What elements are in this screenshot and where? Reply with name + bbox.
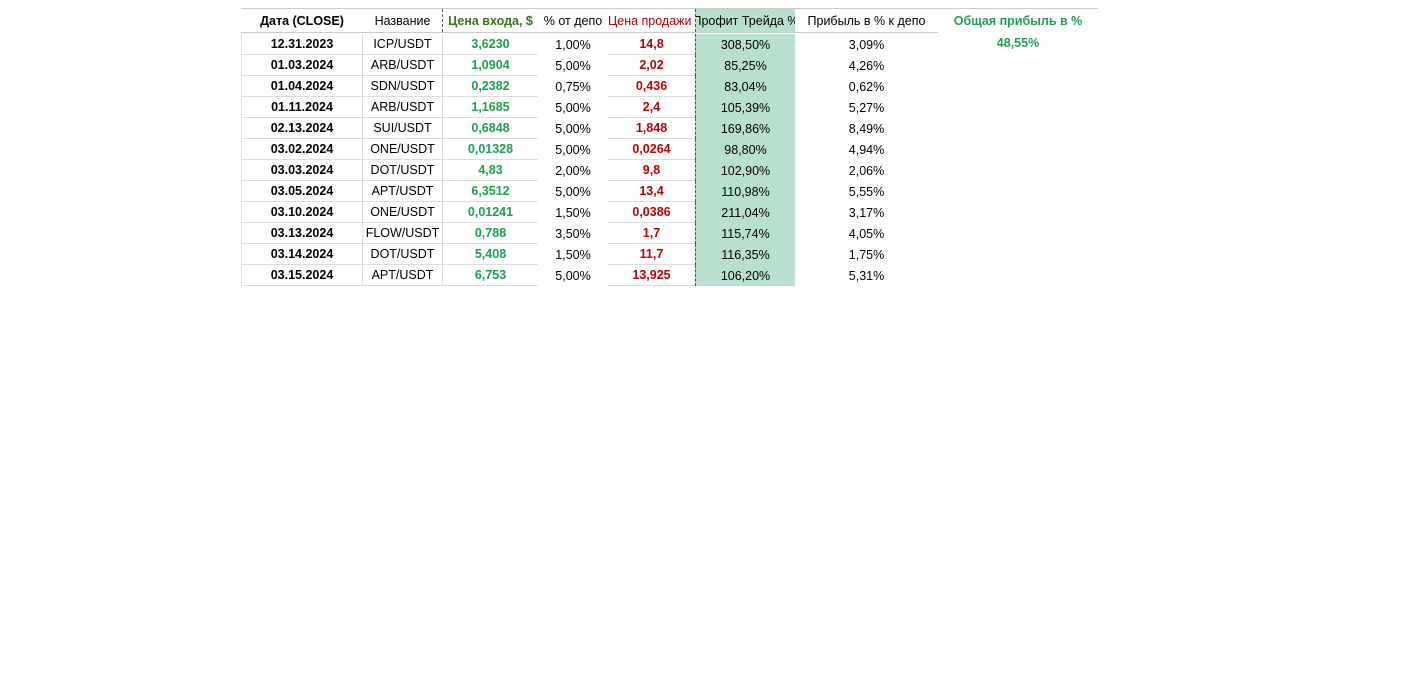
table-cell: 0,75% (555, 79, 591, 94)
table-cell: 0,436 (608, 76, 695, 97)
table-cell: 5,27% (848, 100, 885, 115)
table-cell: 03.15.2024 (241, 265, 363, 286)
summary-value: 48,55% (996, 35, 1040, 50)
table-cell: 211,04% (695, 202, 795, 223)
table-cell: 2,4 (608, 97, 695, 118)
column-header: Прибыль в % к депо (807, 13, 926, 28)
table-cell: 1,75% (848, 247, 885, 262)
table-cell: SUI/USDT (363, 118, 442, 139)
table-cell: 0,2382 (442, 76, 538, 97)
table-cell: 1,848 (608, 118, 695, 139)
table-cell: 14,8 (608, 34, 695, 55)
table-cell: 5,00% (555, 121, 591, 136)
table-cell: 5,00% (555, 268, 591, 283)
table-cell: 1,0904 (442, 55, 538, 76)
table-cell: 1,50% (555, 205, 591, 220)
table-cell: 5,55% (848, 184, 885, 199)
table-cell: 3,17% (848, 205, 885, 220)
table-cell: 5,31% (848, 268, 885, 283)
table-cell: ONE/USDT (363, 139, 442, 160)
table-cell: 0,788 (442, 223, 538, 244)
table-cell: 03.02.2024 (241, 139, 363, 160)
table-cell: FLOW/USDT (363, 223, 442, 244)
table-cell: 5,00% (555, 100, 591, 115)
table-cell: 12.31.2023 (241, 34, 363, 55)
table-cell: 0,01241 (442, 202, 538, 223)
table-cell: ARB/USDT (363, 97, 442, 118)
table-cell: 13,4 (608, 181, 695, 202)
table-cell: 1,7 (608, 223, 695, 244)
table-cell: 03.03.2024 (241, 160, 363, 181)
table-cell: 106,20% (695, 265, 795, 286)
table-cell: 0,01328 (442, 139, 538, 160)
table-cell: 0,0264 (608, 139, 695, 160)
table-cell: 9,8 (608, 160, 695, 181)
table-cell: 4,94% (848, 142, 885, 157)
table-cell: SDN/USDT (363, 76, 442, 97)
table-cell: ARB/USDT (363, 55, 442, 76)
table-cell: 83,04% (695, 76, 795, 97)
table-cell: 115,74% (695, 223, 795, 244)
header-top-border (241, 8, 1098, 9)
table-cell: 2,06% (848, 163, 885, 178)
table-cell: 116,35% (695, 244, 795, 265)
table-cell: 1,1685 (442, 97, 538, 118)
table-cell: 5,00% (555, 142, 591, 157)
table-cell: 3,09% (848, 37, 885, 52)
table-cell: 03.10.2024 (241, 202, 363, 223)
column-header: Цена входа, $ (442, 9, 538, 32)
table-cell: 85,25% (695, 55, 795, 76)
table-cell: 4,26% (848, 58, 885, 73)
table-cell: 11,7 (608, 244, 695, 265)
table-cell: 03.05.2024 (241, 181, 363, 202)
table-cell: 03.13.2024 (241, 223, 363, 244)
column-header: Цена продажи (608, 13, 692, 28)
table-cell: 2,00% (555, 163, 591, 178)
table-cell: 98,80% (695, 139, 795, 160)
table-cell: 02.13.2024 (241, 118, 363, 139)
table-cell: 0,6848 (442, 118, 538, 139)
table-cell: 4,83 (442, 160, 538, 181)
table-cell: 105,39% (695, 97, 795, 118)
table-cell: 4,05% (848, 226, 885, 241)
column-header: Название (374, 13, 431, 28)
table-cell: 5,00% (555, 58, 591, 73)
table-cell: 2,02 (608, 55, 695, 76)
table-cell: 0,0386 (608, 202, 695, 223)
table-cell: 01.11.2024 (241, 97, 363, 118)
header-bottom-border (241, 32, 938, 33)
table-cell: APT/USDT (363, 181, 442, 202)
table-cell: ONE/USDT (363, 202, 442, 223)
summary-label: Общая прибыль в % (953, 13, 1083, 28)
table-cell: 5,408 (442, 244, 538, 265)
column-header: % от депо (543, 13, 603, 28)
table-cell: 169,86% (695, 118, 795, 139)
column-header: Профит Трейда % (695, 9, 795, 32)
table-cell: 5,00% (555, 184, 591, 199)
table-cell: 308,50% (695, 34, 795, 55)
table-cell: DOT/USDT (363, 244, 442, 265)
table-cell: 1,50% (555, 247, 591, 262)
table-cell: 110,98% (695, 181, 795, 202)
table-cell: ICP/USDT (363, 34, 442, 55)
table-cell: APT/USDT (363, 265, 442, 286)
table-cell: 1,00% (555, 37, 591, 52)
table-cell: 03.14.2024 (241, 244, 363, 265)
column-header: Дата (CLOSE) (260, 13, 344, 28)
table-cell: 102,90% (695, 160, 795, 181)
table-cell: 6,3512 (442, 181, 538, 202)
table-cell: 3,6230 (442, 34, 538, 55)
table-cell: 6,753 (442, 265, 538, 286)
table-cell: 01.03.2024 (241, 55, 363, 76)
table-cell: 0,62% (848, 79, 885, 94)
table-cell: 01.04.2024 (241, 76, 363, 97)
table-cell: 8,49% (848, 121, 885, 136)
table-cell: DOT/USDT (363, 160, 442, 181)
table-cell: 13,925 (608, 265, 695, 286)
table-cell: 3,50% (555, 226, 591, 241)
